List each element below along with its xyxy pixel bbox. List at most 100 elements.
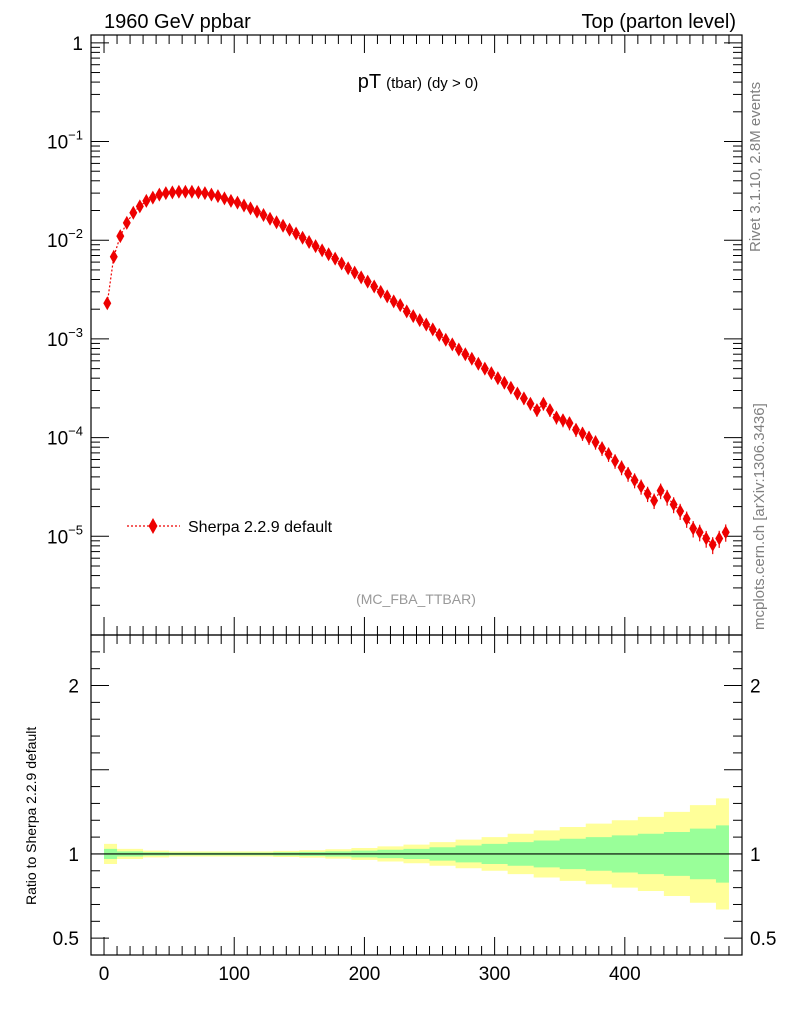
ratio-bands <box>91 798 742 910</box>
data-point <box>337 256 346 271</box>
ratio-axes: 0 100 200 300 400 0.5 0.5 1 1 2 2 <box>53 634 776 985</box>
ratio-ytick-label-left: 1 <box>68 845 79 866</box>
ratio-xtick-label: 0 <box>99 964 110 985</box>
ratio-ytick-label-left: 2 <box>68 677 79 698</box>
title-sub2: (dy > 0) <box>427 75 478 92</box>
header-energy: 1960 GeV ppbar <box>104 11 251 33</box>
rivet-version-label: Rivet 3.1.10, 2.8M events <box>747 82 764 252</box>
data-point <box>493 371 502 386</box>
data-point <box>187 184 196 199</box>
data-point <box>259 208 268 223</box>
data-point <box>611 453 620 468</box>
data-point <box>305 234 314 249</box>
data-point <box>148 190 157 205</box>
data-point <box>721 525 730 540</box>
data-point <box>591 435 600 450</box>
data-point <box>571 422 580 437</box>
data-point <box>585 430 594 445</box>
data-point <box>604 447 613 462</box>
data-point <box>656 483 665 498</box>
data-point <box>116 229 125 244</box>
data-point <box>532 403 541 418</box>
main-frame <box>90 34 743 636</box>
data-point <box>630 473 639 488</box>
data-point <box>617 460 626 475</box>
data-point <box>513 386 522 401</box>
main-ytick-label: 10−4 <box>47 424 83 450</box>
data-point <box>689 521 698 536</box>
series-line <box>106 191 727 546</box>
legend-label: Sherpa 2.2.9 default <box>188 519 333 536</box>
data-point <box>298 230 307 245</box>
data-point <box>467 351 476 366</box>
data-point <box>135 199 144 214</box>
legend: Sherpa 2.2.9 default <box>127 518 333 536</box>
data-point <box>500 375 509 390</box>
data-point <box>253 204 262 219</box>
data-point <box>506 380 515 395</box>
ratio-frame <box>90 634 743 956</box>
title-sub1: (tbar) <box>386 75 422 92</box>
data-point <box>637 479 646 494</box>
data-point <box>695 525 704 540</box>
main-ytick-label: 10−2 <box>47 226 83 252</box>
data-point <box>441 332 450 347</box>
header-process: Top (parton level) <box>581 11 736 33</box>
data-point <box>142 193 151 208</box>
data-point <box>292 226 301 241</box>
data-point <box>233 195 242 210</box>
data-point <box>220 191 229 206</box>
data-point <box>676 504 685 519</box>
data-point <box>324 247 333 262</box>
data-point <box>415 313 424 328</box>
data-point <box>129 205 138 220</box>
main-ytick-label: 10−1 <box>47 128 83 154</box>
data-point <box>702 531 711 546</box>
data-point <box>708 537 717 552</box>
data-point <box>311 239 320 254</box>
data-point <box>370 279 379 294</box>
main-series <box>103 184 730 555</box>
data-point <box>213 189 222 204</box>
data-point <box>174 184 183 199</box>
main-ytick-label: 10−5 <box>47 522 83 548</box>
data-point <box>643 486 652 501</box>
data-point <box>545 403 554 418</box>
data-point <box>279 218 288 233</box>
title-main: pT <box>358 71 381 93</box>
data-point <box>109 249 118 264</box>
data-point <box>682 511 691 526</box>
ratio-ytick-label-left: 0.5 <box>53 929 79 950</box>
data-point <box>246 201 255 216</box>
data-point <box>389 294 398 309</box>
data-point <box>650 493 659 508</box>
data-point <box>422 317 431 332</box>
data-point <box>624 466 633 481</box>
data-point <box>226 193 235 208</box>
data-point <box>539 396 548 411</box>
data-point <box>663 490 672 505</box>
data-point <box>207 187 216 202</box>
ratio-ytick-label-right: 2 <box>750 677 761 698</box>
plot-title: pT (tbar) (dy > 0) <box>358 71 478 93</box>
data-point <box>272 215 281 230</box>
analysis-tag: (MC_FBA_TTBAR) <box>356 591 476 607</box>
main-axes: 1 10−1 10−2 10−3 10−4 10−5 <box>47 34 743 636</box>
data-point <box>200 186 209 201</box>
data-point <box>435 327 444 342</box>
data-point <box>239 198 248 213</box>
data-point <box>409 309 418 324</box>
data-point <box>344 261 353 276</box>
main-ytick-label: 10−3 <box>47 325 83 351</box>
ratio-ytick-label-right: 1 <box>750 845 761 866</box>
data-point <box>318 243 327 258</box>
ratio-xtick-label: 400 <box>609 964 641 985</box>
ratio-ylabel: Ratio to Sherpa 2.2.9 default <box>23 727 39 905</box>
data-point <box>266 211 275 226</box>
data-point <box>558 413 567 428</box>
data-point <box>565 416 574 431</box>
data-point <box>331 251 340 266</box>
data-point <box>519 391 528 406</box>
data-point <box>363 274 372 289</box>
